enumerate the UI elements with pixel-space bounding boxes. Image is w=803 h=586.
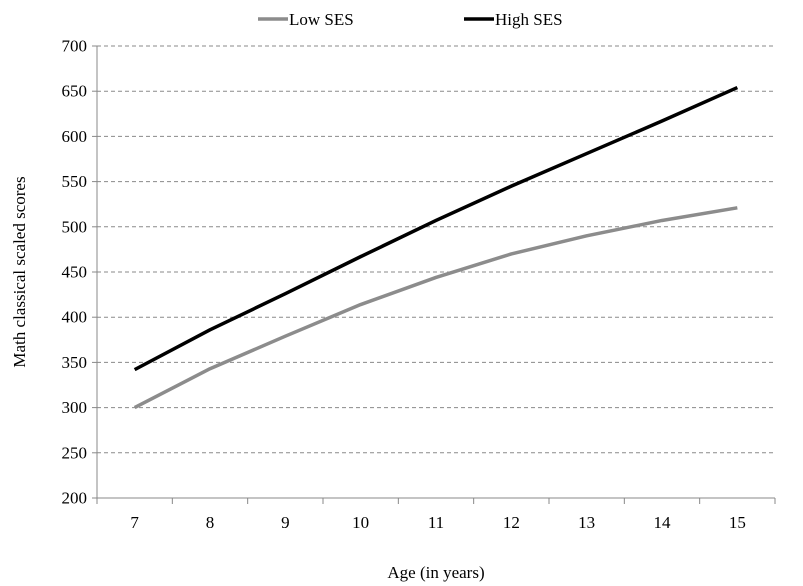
y-tick-label: 400 — [62, 308, 88, 327]
series-line-high-ses — [133, 85, 739, 372]
y-tick-label: 600 — [62, 127, 88, 146]
legend-label: Low SES — [289, 10, 354, 29]
axes — [92, 45, 776, 504]
y-tick-label: 300 — [62, 398, 88, 417]
x-tick-label: 15 — [729, 513, 746, 532]
x-tick-label: 14 — [654, 513, 672, 532]
y-tick-label: 700 — [62, 37, 88, 56]
series-lines — [133, 85, 739, 410]
x-tick-label: 13 — [578, 513, 595, 532]
y-tick-label: 350 — [62, 353, 88, 372]
y-tick-label: 450 — [62, 263, 88, 282]
legend-label: High SES — [495, 10, 563, 29]
y-tick-labels: 200 250 300 350 400 450 500 550 600 650 700 — [62, 37, 88, 508]
x-tick-label: 7 — [130, 513, 139, 532]
y-axis-label: Math classical scaled scores — [10, 176, 29, 367]
y-tick-label: 650 — [62, 82, 88, 101]
gridlines — [97, 45, 775, 454]
x-tick-label: 8 — [206, 513, 215, 532]
y-tick-label: 250 — [62, 443, 88, 462]
y-tick-label: 200 — [62, 489, 88, 508]
legend: Low SES High SES — [258, 10, 563, 29]
y-tick-label: 500 — [62, 217, 88, 236]
x-tick-label: 11 — [428, 513, 444, 532]
series-line-low-ses — [133, 206, 738, 410]
x-tick-label: 12 — [503, 513, 520, 532]
x-tick-label: 10 — [352, 513, 369, 532]
y-tick-label: 550 — [62, 172, 88, 191]
x-tick-labels: 7 8 9 10 11 12 13 14 15 — [130, 513, 745, 532]
x-tick-label: 9 — [281, 513, 290, 532]
x-axis-label: Age (in years) — [387, 563, 484, 582]
